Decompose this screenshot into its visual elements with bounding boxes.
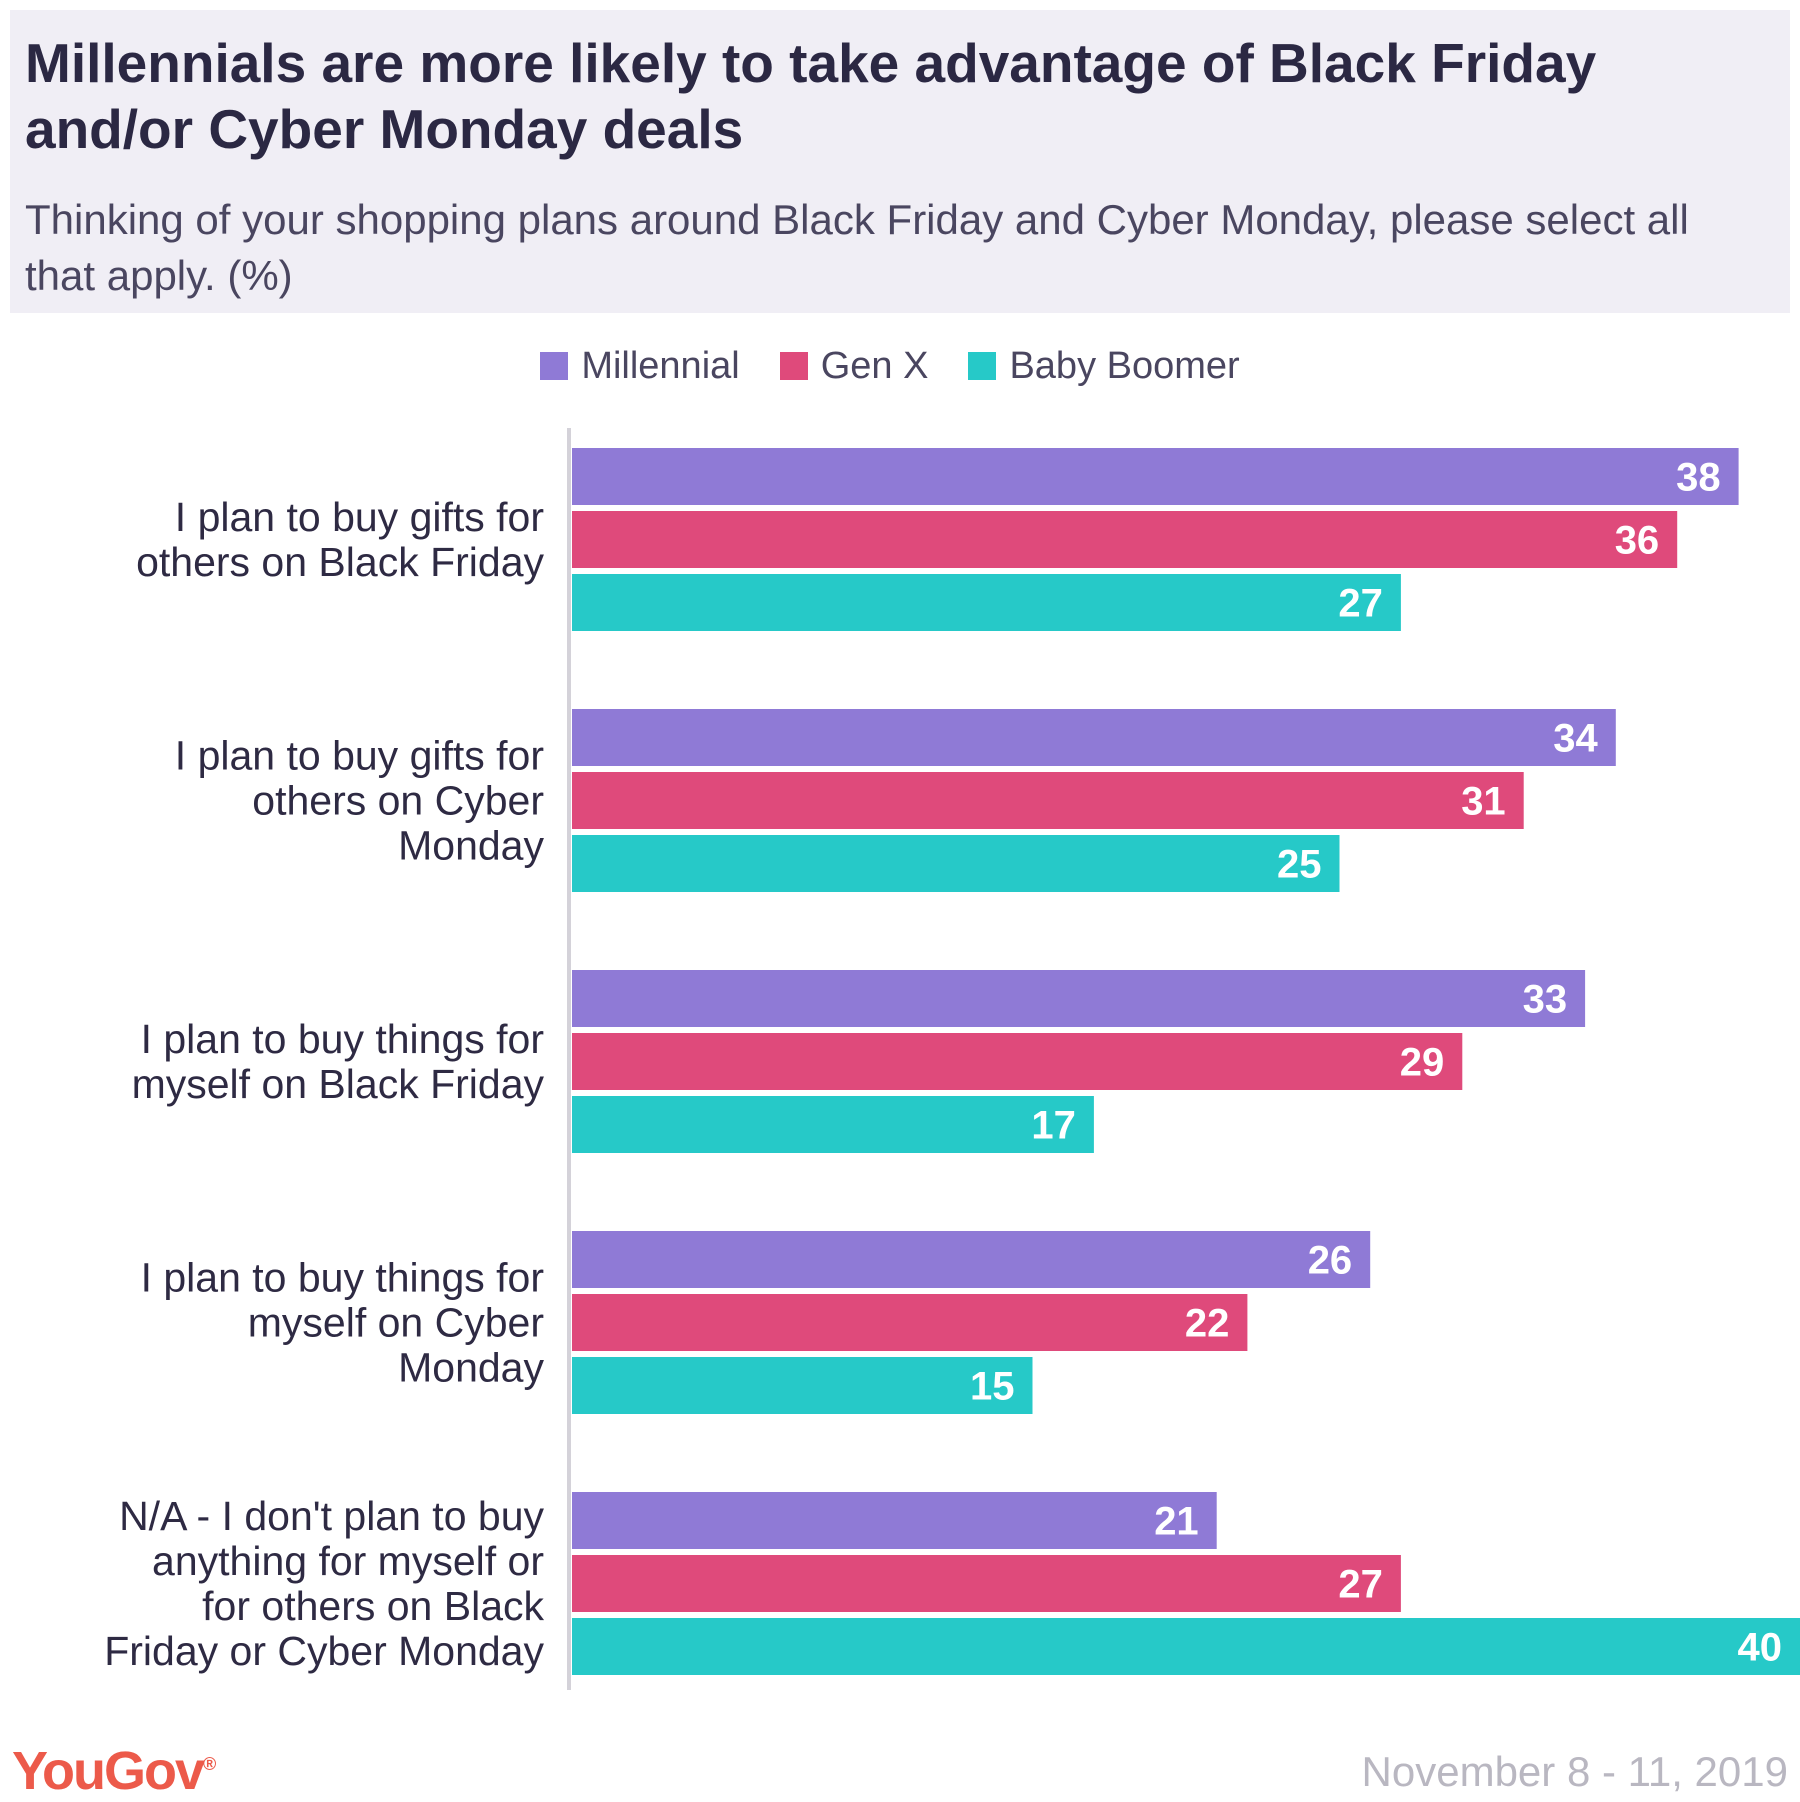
bar-value-label: 36 — [1615, 519, 1660, 563]
category-label-line: anything for myself or — [152, 1538, 544, 1584]
legend-item-baby-boomer: Baby Boomer — [968, 344, 1240, 388]
bar-value-label: 25 — [1277, 843, 1322, 887]
category-label-line: Monday — [398, 1345, 544, 1391]
bar-value-label: 29 — [1400, 1041, 1445, 1085]
bar-value-label: 31 — [1461, 780, 1506, 824]
legend-label-baby-boomer: Baby Boomer — [1009, 344, 1240, 387]
category-label-line: myself on Cyber — [248, 1300, 544, 1346]
yougov-logo: YouGov® — [12, 1740, 216, 1802]
bar-value-label: 27 — [1338, 1563, 1383, 1607]
legend-swatch-baby-boomer — [968, 352, 997, 380]
bar-value-label: 27 — [1338, 582, 1383, 626]
chart-subtitle: Thinking of your shopping plans around B… — [25, 196, 1689, 299]
bar-value-label: 15 — [970, 1365, 1015, 1409]
legend-label-gen-x: Gen X — [820, 344, 929, 387]
bar-gen-x — [572, 1294, 1248, 1351]
chart-legend: Millennial Gen X Baby Boomer — [0, 338, 1780, 394]
bar-value-label: 21 — [1154, 1500, 1199, 1544]
category-label: N/A - I don't plan to buy anything for my… — [104, 1493, 544, 1674]
category-label-line: myself on Black Friday — [132, 1061, 545, 1107]
bar-millennial — [572, 970, 1586, 1027]
legend-swatch-gen-x — [779, 352, 808, 380]
bar-gen-x — [572, 1555, 1401, 1612]
category-label: I plan to buy gifts for others on Black F… — [136, 494, 544, 585]
category-label-line: others on Black Friday — [136, 539, 544, 585]
bar-gen-x — [572, 1033, 1463, 1090]
chart-header: Millennials are more likely to take adva… — [10, 10, 1790, 313]
category-label-line: for others on Black — [202, 1583, 544, 1629]
bar-gen-x — [572, 772, 1524, 829]
category-label-line: Monday — [398, 823, 544, 869]
category-label-line: I plan to buy gifts for — [175, 733, 544, 779]
category-label-line: N/A - I don't plan to buy — [119, 1493, 544, 1539]
category-label: I plan to buy gifts for others on Cyber Mo… — [175, 733, 545, 869]
bar-baby-boomer — [572, 1618, 1800, 1675]
bar-baby-boomer — [572, 574, 1401, 631]
category-label-line: I plan to buy things for — [141, 1255, 544, 1301]
bar-millennial — [572, 1492, 1217, 1549]
bar-baby-boomer — [572, 1357, 1033, 1414]
registered-mark: ® — [203, 1754, 217, 1774]
legend-label-millennial: Millennial — [581, 344, 740, 387]
survey-date: November 8 - 11, 2019 — [1361, 1748, 1788, 1795]
category-label-line: others on Cyber — [252, 778, 544, 824]
bar-value-label: 17 — [1031, 1104, 1076, 1148]
category-label-line: I plan to buy gifts for — [175, 494, 544, 540]
bar-value-label: 34 — [1553, 717, 1598, 761]
category-label-line: I plan to buy things for — [141, 1016, 544, 1062]
legend-item-millennial: Millennial — [540, 344, 740, 388]
bar-baby-boomer — [572, 1096, 1094, 1153]
bar-millennial — [572, 709, 1616, 766]
logo-text: YouGov — [12, 1741, 205, 1801]
category-label: I plan to buy things for myself on Black … — [132, 1016, 545, 1107]
bar-gen-x — [572, 511, 1678, 568]
chart-title: Millennials are more likely to take adva… — [25, 32, 1597, 160]
bar-value-label: 22 — [1185, 1302, 1230, 1346]
bar-baby-boomer — [572, 835, 1340, 892]
bar-millennial — [572, 1231, 1371, 1288]
category-label-line: Friday or Cyber Monday — [104, 1628, 544, 1674]
bar-value-label: 26 — [1308, 1239, 1353, 1283]
bar-millennial — [572, 448, 1739, 505]
legend-swatch-millennial — [540, 352, 569, 380]
bar-value-label: 33 — [1523, 978, 1568, 1022]
bar-value-label: 38 — [1676, 456, 1721, 500]
legend-item-gen-x: Gen X — [779, 344, 929, 388]
category-label: I plan to buy things for myself on Cyber M… — [141, 1255, 545, 1391]
bar-value-label: 40 — [1738, 1626, 1783, 1670]
